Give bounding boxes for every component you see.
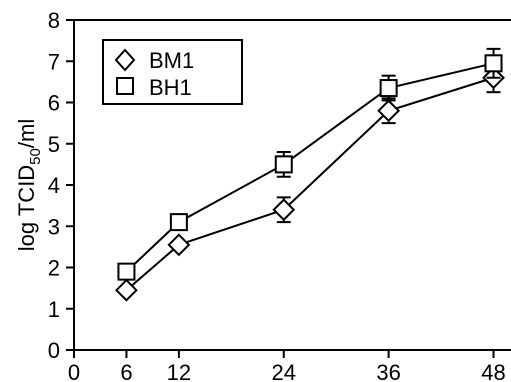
y-axis-title-prefix: log TCID: [14, 165, 39, 251]
data-point-bh1: [274, 155, 293, 174]
legend-label-bh1: BH1: [149, 75, 192, 100]
series-line-bm1: [125, 76, 494, 291]
x-tick-label: 48: [481, 360, 505, 382]
data-point-bm1: [167, 233, 191, 257]
y-tick-label: 0: [48, 338, 60, 363]
x-tick-label: 6: [120, 360, 132, 382]
x-tick-label: 36: [376, 360, 400, 382]
y-tick-label: 5: [48, 132, 60, 157]
legend-square-icon: [116, 77, 134, 95]
data-point-bh1: [484, 54, 503, 73]
y-tick-label: 2: [48, 256, 60, 281]
x-axis-ticks: 0 6 12 24 36 48: [68, 350, 506, 382]
data-point-bh1: [169, 213, 188, 232]
y-tick-label: 1: [48, 297, 60, 322]
data-point-bm1: [377, 99, 401, 123]
y-tick-label: 7: [48, 49, 60, 74]
legend-label-bm1: BM1: [149, 48, 194, 73]
legend: BM1 BH1: [102, 39, 243, 105]
data-point-bh1: [117, 262, 136, 281]
data-point-bh1: [379, 79, 398, 98]
x-tick-label: 0: [68, 360, 80, 382]
y-tick-label: 4: [48, 173, 60, 198]
y-tick-label: 6: [48, 91, 60, 116]
series-layer: [115, 47, 505, 302]
y-axis-title-subscript: 50: [27, 148, 44, 165]
y-tick-label: 8: [48, 8, 60, 33]
data-point-bm1: [115, 278, 138, 302]
x-tick-label: 24: [272, 360, 296, 382]
x-tick-label: 12: [167, 360, 191, 382]
y-axis-ticks: 0 1 2 3 4 5 6 7 8: [48, 8, 74, 363]
data-point-bm1: [272, 198, 296, 222]
y-axis-title: log TCID50/ml: [14, 119, 44, 251]
legend-diamond-icon: [114, 48, 136, 72]
y-tick-label: 3: [48, 214, 60, 239]
y-axis-title-suffix: /ml: [14, 119, 39, 148]
